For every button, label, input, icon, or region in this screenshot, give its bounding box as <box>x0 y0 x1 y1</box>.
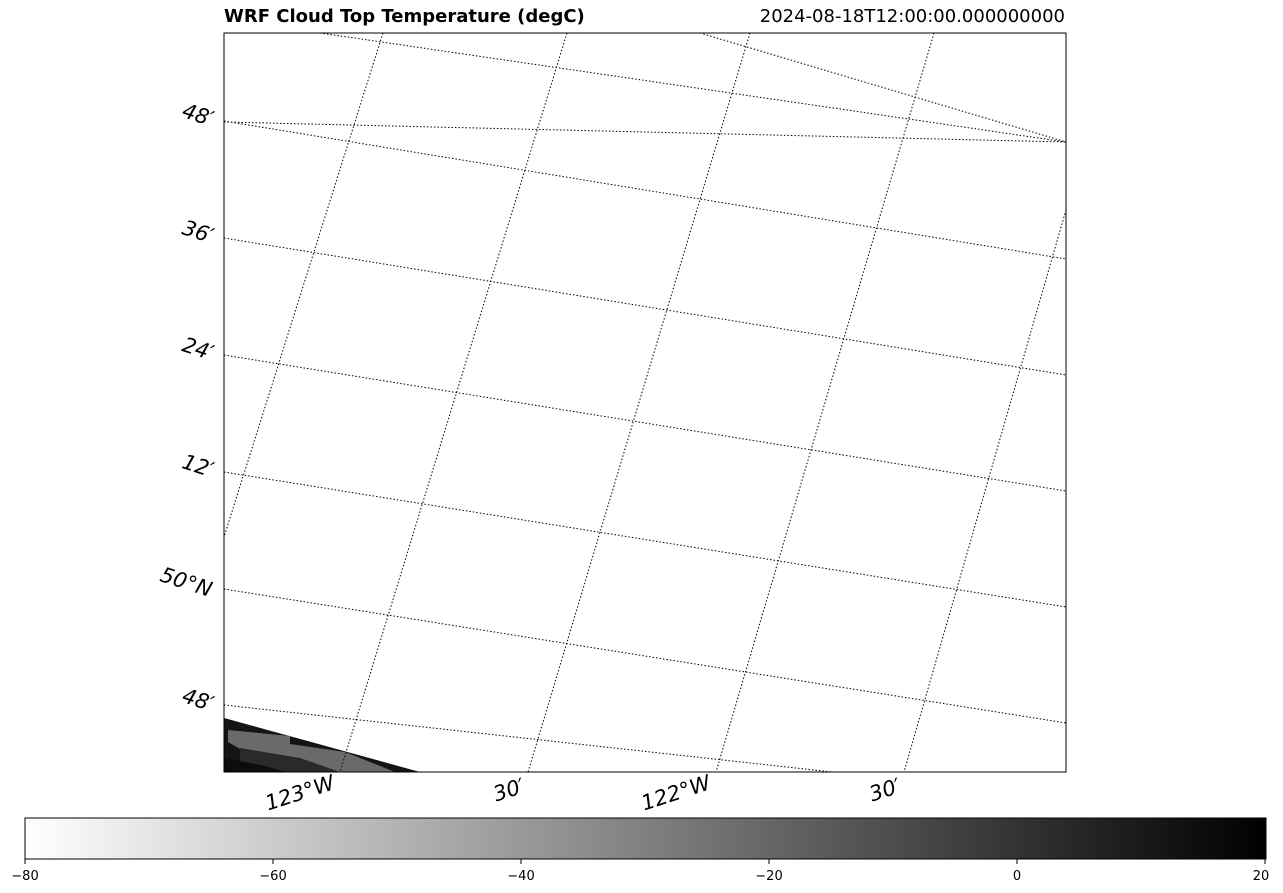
colorbar-gradient <box>24 817 1267 860</box>
parallel-line <box>224 121 1066 143</box>
meridian-line <box>715 33 935 772</box>
colorbar-tick-label: 20 <box>1252 869 1270 884</box>
parallel-line <box>699 33 1066 143</box>
colorbar-tick-label: 0 <box>1012 869 1022 884</box>
meridian-line <box>339 33 568 772</box>
colorbar-tick-label: −20 <box>755 869 783 884</box>
valid-time: 2024-08-18T12:00:00.000000000 <box>759 6 1065 27</box>
parallel-line <box>224 471 1066 608</box>
colorbar <box>24 817 1267 864</box>
meridian-line <box>527 33 751 772</box>
parallel-line <box>224 120 1066 260</box>
colorbar-tick-label: −80 <box>11 869 39 884</box>
meridians <box>224 33 1066 772</box>
colorbar-tick-label: −40 <box>507 869 535 884</box>
map-panel[interactable] <box>224 33 1066 772</box>
parallel-line <box>224 704 833 772</box>
meridian-line <box>903 209 1066 772</box>
parallels <box>224 33 1066 772</box>
meridian-line <box>224 33 384 538</box>
colorbar-tick-label: −60 <box>259 869 287 884</box>
parallels-sloped <box>224 121 1066 143</box>
colorbar-ticks <box>24 859 1266 864</box>
map-frame <box>223 32 1067 773</box>
parallel-line <box>224 354 1066 492</box>
parallel-line <box>224 237 1066 376</box>
temperature-field <box>224 718 420 772</box>
chart-title: WRF Cloud Top Temperature (degC) <box>224 6 585 27</box>
